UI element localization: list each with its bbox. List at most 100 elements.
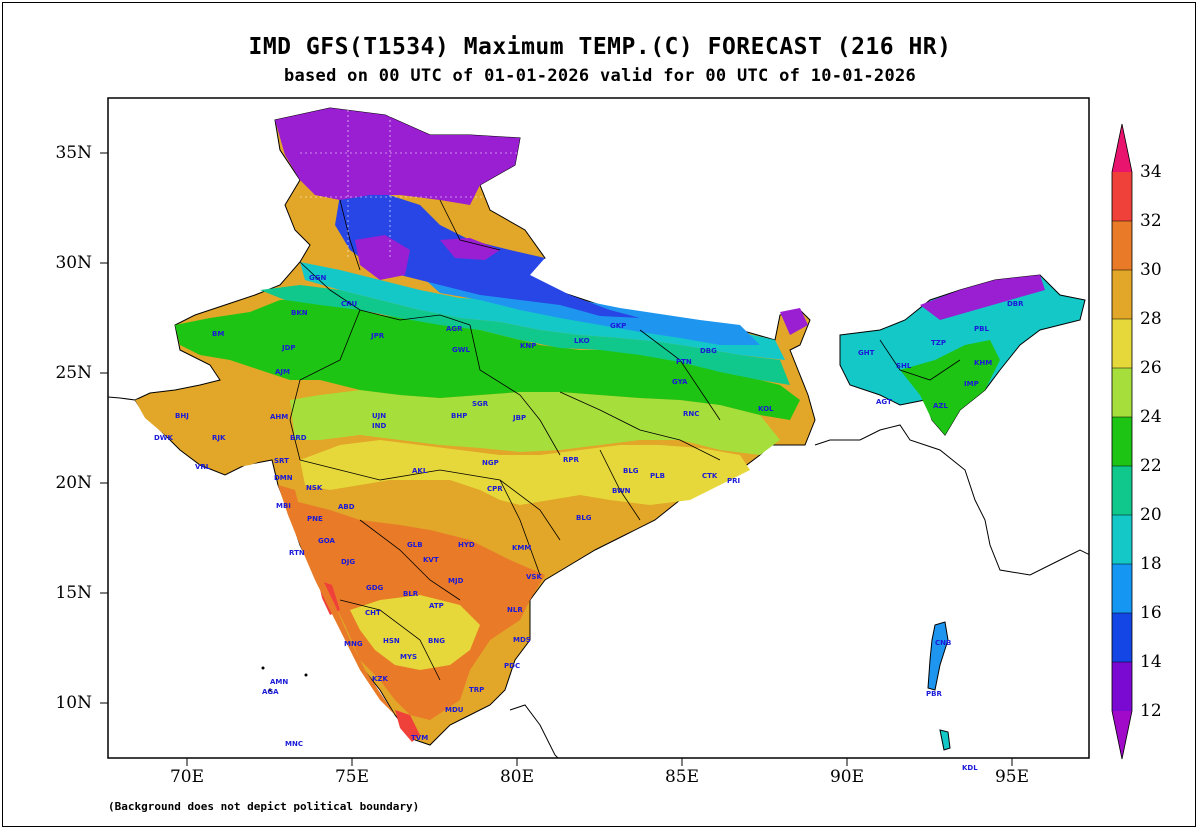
station-label: CTK: [702, 472, 718, 480]
colorbar-label-28: 28: [1140, 309, 1162, 329]
colorbar-segment: [1112, 613, 1132, 662]
station-label: VSK: [526, 573, 542, 581]
station-label: AKL: [412, 467, 428, 475]
colorbar-label-22: 22: [1140, 456, 1162, 476]
colorbar-label-20: 20: [1140, 505, 1162, 525]
lon-label-80e: 80E: [499, 767, 535, 787]
station-label: PNE: [307, 515, 323, 523]
station-label: BLG: [623, 467, 639, 475]
station-label: HSN: [383, 637, 400, 645]
region-red: [395, 710, 420, 742]
station-label: KDL: [962, 764, 978, 772]
colorbar-segment: [1112, 270, 1132, 319]
nicobar-islands: [939, 729, 951, 751]
station-label: DMN: [274, 474, 293, 482]
station-label: AZL: [933, 402, 948, 410]
colorbar-segment: [1112, 417, 1132, 466]
station-label: AGT: [876, 398, 892, 406]
region-yellow: [300, 440, 750, 505]
station-label: MNC: [285, 740, 303, 748]
station-label: MDS: [513, 636, 531, 644]
colorbar-label-32: 32: [1140, 211, 1162, 231]
station-label: DBR: [1007, 300, 1024, 308]
station-label: KMM: [512, 544, 532, 552]
lat-label-30n: 30N: [55, 253, 92, 273]
station-label: MNG: [344, 640, 363, 648]
colorbar-segment: [1112, 221, 1132, 270]
station-label: KOL: [758, 405, 774, 413]
station-label: MYS: [400, 653, 418, 661]
lon-label-90e: 90E: [829, 767, 865, 787]
station-label: MBI: [276, 502, 291, 510]
lat-label-15n: 15N: [55, 583, 92, 603]
lon-label-85e: 85E: [664, 767, 700, 787]
station-label: JPR: [371, 332, 385, 340]
map-title: IMD GFS(T1534) Maximum TEMP.(C) FORECAST…: [248, 34, 952, 60]
lat-label-35n: 35N: [55, 143, 92, 163]
sri-lanka-outline: [509, 704, 559, 758]
region-light-green: [290, 390, 780, 455]
station-label: PBR: [926, 690, 942, 698]
station-label: UJN: [372, 412, 387, 420]
station-label: AGR: [446, 325, 463, 333]
region-purple-hp: [355, 235, 410, 280]
station-label: JDP: [282, 344, 296, 352]
grid-lines: [300, 110, 520, 260]
colorbar-segment: [1112, 368, 1132, 417]
station-label: TRP: [469, 686, 485, 694]
lat-label-25n: 25N: [55, 363, 92, 383]
station-label: IMP: [964, 380, 979, 388]
station-label: CPR: [487, 485, 503, 493]
colorbar-label-34: 34: [1140, 162, 1162, 182]
station-label: BHJ: [175, 412, 189, 420]
andaman-islands: [927, 621, 949, 691]
station-label: AMN: [270, 678, 289, 686]
colorbar-label-18: 18: [1140, 554, 1162, 574]
region-teal: [260, 285, 790, 385]
station-label: CNB: [935, 639, 952, 647]
station-label: AJM: [275, 368, 290, 376]
station-label: NSK: [306, 484, 323, 492]
region-purple: [275, 108, 520, 205]
colorbar-label-26: 26: [1140, 358, 1162, 378]
station-label: BHP: [451, 412, 468, 420]
station-label: KNP: [520, 342, 537, 350]
colorbar-top-arrow: [1112, 124, 1132, 172]
station-label: DBG: [700, 347, 717, 355]
station-label: DWK: [154, 434, 173, 442]
station-label: PDC: [504, 662, 521, 670]
station-label: LKO: [574, 337, 590, 345]
map-plot-area: [108, 107, 1089, 758]
station-label: GKP: [610, 322, 627, 330]
colorbar-segment: [1112, 172, 1132, 221]
station-label: BKN: [291, 309, 308, 317]
lat-ticks: [100, 152, 108, 704]
station-label: RTN: [289, 549, 305, 557]
station-label: CRU: [341, 300, 358, 308]
station-label: DJG: [341, 558, 356, 566]
region-ne-green: [900, 340, 1000, 435]
footnote: (Background does not depict political bo…: [108, 800, 420, 813]
state-boundaries: [289, 199, 961, 681]
station-label: GWL: [452, 346, 470, 354]
map-subtitle: based on 00 UTC of 01-01-2026 valid for …: [283, 66, 917, 86]
colorbar-label-16: 16: [1140, 603, 1162, 623]
station-label: GYA: [672, 378, 688, 386]
station-label: BNG: [428, 637, 445, 645]
station-label: CHT: [365, 609, 381, 617]
colorbar-label-30: 30: [1140, 260, 1162, 280]
station-label: BWN: [612, 487, 631, 495]
station-label: BLG: [576, 514, 592, 522]
station-label: GDG: [366, 584, 384, 592]
station-label: VRL: [195, 463, 211, 471]
region-gujarat: [135, 387, 285, 470]
station-label: PBL: [974, 325, 989, 333]
pakistan-border: [108, 396, 136, 401]
station-label: HYD: [458, 541, 475, 549]
station-label: NLR: [507, 606, 523, 614]
lon-label-75e: 75E: [334, 767, 370, 787]
colorbar-segment: [1112, 662, 1132, 711]
station-label: SRT: [274, 457, 289, 465]
lat-label-10n: 10N: [55, 693, 92, 713]
lon-label-70e: 70E: [169, 767, 205, 787]
